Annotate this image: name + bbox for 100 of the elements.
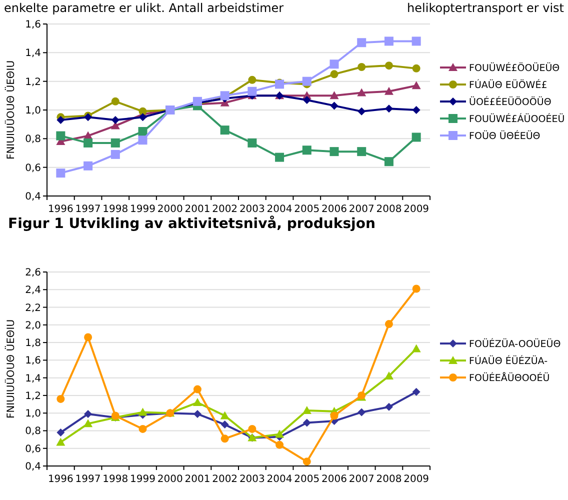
y-tick-label: 0,6 — [25, 162, 41, 174]
point — [193, 410, 202, 418]
point — [56, 168, 66, 178]
x-tick-label: 2001 — [184, 204, 210, 215]
y-tick-label: 0,6 — [25, 444, 41, 455]
y-tick-label: 1,4 — [25, 373, 41, 384]
x-tick-label: 2008 — [376, 204, 402, 215]
y-tick-label: 1,0 — [25, 408, 41, 420]
point — [302, 406, 312, 414]
x-tick-label: 2007 — [348, 204, 374, 215]
x-tick-label: 2001 — [184, 474, 210, 485]
point — [248, 86, 257, 96]
point — [192, 398, 202, 406]
y-axis-title: FNIUIUÜOUΘ ÜEΘIU — [4, 319, 17, 419]
y-tick-label: 0,8 — [25, 134, 41, 146]
point — [220, 420, 229, 429]
x-tick-label: 2005 — [294, 474, 320, 485]
legend-label: FÚAÜΘ EÜÖWÉ£ — [469, 78, 548, 91]
point — [138, 127, 148, 136]
x-tick-label: 1997 — [75, 204, 101, 215]
point — [412, 64, 420, 72]
point — [111, 116, 120, 124]
point — [302, 418, 311, 427]
point — [220, 411, 230, 420]
point — [193, 385, 202, 394]
y-tick-label: 1,4 — [25, 48, 41, 60]
point — [384, 157, 394, 166]
point — [412, 106, 420, 114]
x-tick-label: 2004 — [266, 474, 292, 485]
x-tick-label: 1997 — [75, 474, 101, 485]
point — [412, 388, 420, 396]
point — [276, 440, 284, 449]
point — [138, 408, 148, 416]
point — [330, 147, 339, 156]
y-tick-label: 2,0 — [25, 320, 41, 332]
x-tick-label: 1999 — [130, 204, 156, 215]
x-tick-label: 2006 — [322, 474, 347, 485]
text: enkelte parametre er ulikt. Antall arbeidstimer — [4, 1, 284, 15]
point — [330, 91, 339, 100]
x-tick-label: 1998 — [102, 204, 128, 215]
point — [302, 96, 311, 104]
y-tick-label: 1,8 — [25, 338, 41, 350]
legend-label: FOUÜWÉ£ÖOÜEÜΘ — [469, 62, 560, 74]
point — [330, 412, 338, 420]
point — [412, 284, 420, 293]
legend-label: FOÜÉEÅÜΘOOÉÜ — [469, 372, 550, 384]
point — [248, 138, 257, 148]
point — [84, 138, 93, 148]
point — [302, 146, 312, 155]
point — [138, 113, 147, 122]
y-tick-label: 2,2 — [25, 302, 41, 314]
point — [220, 434, 229, 443]
point — [275, 430, 284, 438]
point — [384, 372, 394, 380]
point — [275, 152, 284, 162]
y-tick-label: 1,6 — [25, 356, 41, 367]
x-tick-label: 1999 — [130, 474, 156, 485]
point — [84, 333, 92, 342]
y-tick-label: 1,2 — [25, 76, 41, 88]
point — [357, 88, 366, 96]
legend-label: FOÜΘ ÜΘÉEÜΘ — [469, 130, 540, 142]
point — [330, 60, 339, 69]
point — [357, 147, 366, 156]
x-tick-label: 2008 — [376, 474, 402, 485]
point — [111, 97, 120, 106]
point — [384, 320, 393, 328]
chart-title: Figur 1 Utvikling av aktivitetsnivå, produksjon — [8, 215, 376, 232]
point — [384, 104, 393, 113]
legend-label: FOÜÉZÜA-OOÜEÜΘ — [469, 338, 561, 350]
point — [248, 424, 256, 433]
point — [358, 408, 366, 416]
point — [384, 402, 393, 411]
point — [384, 36, 394, 46]
legend-label: FÚAÜΘ ÉÜÉZÜA- — [469, 354, 548, 367]
point — [384, 86, 394, 95]
point — [110, 150, 120, 159]
x-tick-label: 2009 — [404, 474, 430, 485]
point — [56, 428, 65, 436]
point — [220, 126, 230, 135]
x-tick-label: 2000 — [157, 474, 183, 485]
point — [110, 138, 120, 148]
x-tick-label: 2002 — [212, 474, 238, 485]
point — [56, 116, 65, 124]
point — [412, 344, 421, 352]
point — [330, 70, 338, 78]
point — [56, 131, 66, 140]
y-tick-label: 1,2 — [25, 390, 41, 402]
y-tick-label: 2,6 — [25, 268, 41, 278]
point — [330, 102, 338, 110]
point — [357, 38, 366, 48]
x-tick-label: 2007 — [348, 474, 374, 485]
point — [248, 76, 256, 84]
text: helikoptertransport er vist — [407, 1, 564, 15]
y-tick-label: 1,0 — [25, 106, 41, 116]
x-tick-label: 1998 — [102, 474, 128, 485]
x-tick-label: 1996 — [48, 204, 74, 215]
point — [302, 458, 311, 466]
y-tick-label: 0,4 — [25, 192, 41, 202]
point — [358, 63, 366, 71]
y-tick-label: 0,4 — [25, 462, 41, 472]
